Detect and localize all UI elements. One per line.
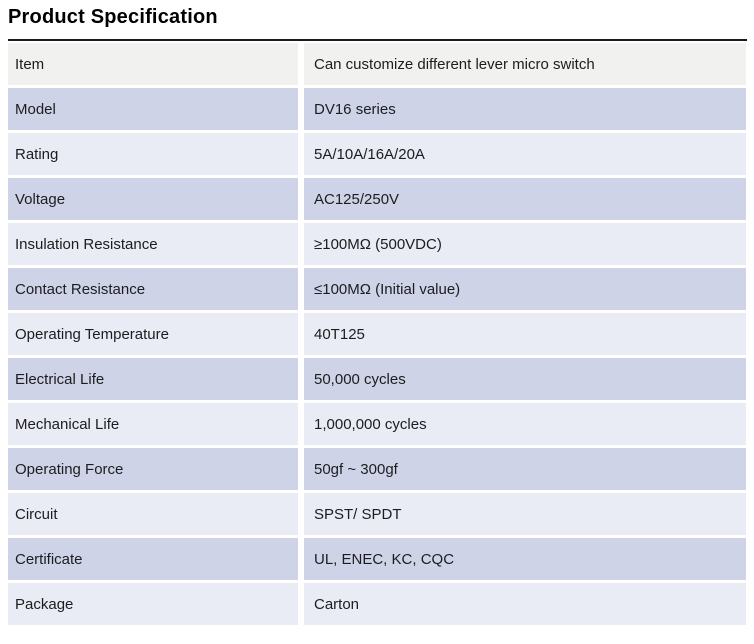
table-row: Rating 5A/10A/16A/20A	[8, 133, 746, 175]
spec-value-cell: SPST/ SPDT	[304, 493, 746, 535]
spec-label-cell: Operating Temperature	[8, 313, 298, 355]
spec-label-cell: Certificate	[8, 538, 298, 580]
spec-table: Item Can customize different lever micro…	[8, 43, 746, 625]
spec-label-cell: Insulation Resistance	[8, 223, 298, 265]
table-row: Insulation Resistance ≥100MΩ (500VDC)	[8, 223, 746, 265]
table-row: Package Carton	[8, 583, 746, 625]
spec-value-cell: Can customize different lever micro swit…	[304, 43, 746, 85]
spec-value-cell: ≤100MΩ (Initial value)	[304, 268, 746, 310]
spec-value-cell: Carton	[304, 583, 746, 625]
table-row: Contact Resistance ≤100MΩ (Initial value…	[8, 268, 746, 310]
spec-value-cell: UL, ENEC, KC, CQC	[304, 538, 746, 580]
spec-label-cell: Package	[8, 583, 298, 625]
title-divider	[8, 39, 747, 41]
spec-label-cell: Item	[8, 43, 298, 85]
table-row: Operating Force 50gf ~ 300gf	[8, 448, 746, 490]
spec-label-cell: Model	[8, 88, 298, 130]
spec-value-cell: 1,000,000 cycles	[304, 403, 746, 445]
spec-label-cell: Circuit	[8, 493, 298, 535]
table-row: Certificate UL, ENEC, KC, CQC	[8, 538, 746, 580]
table-row: Model DV16 series	[8, 88, 746, 130]
spec-value-cell: 50,000 cycles	[304, 358, 746, 400]
spec-value-cell: 50gf ~ 300gf	[304, 448, 746, 490]
spec-label-cell: Rating	[8, 133, 298, 175]
spec-label-cell: Voltage	[8, 178, 298, 220]
table-row: Item Can customize different lever micro…	[8, 43, 746, 85]
spec-label-cell: Operating Force	[8, 448, 298, 490]
table-row: Circuit SPST/ SPDT	[8, 493, 746, 535]
table-row: Voltage AC125/250V	[8, 178, 746, 220]
spec-label-cell: Contact Resistance	[8, 268, 298, 310]
table-row: Mechanical Life 1,000,000 cycles	[8, 403, 746, 445]
spec-value-cell: ≥100MΩ (500VDC)	[304, 223, 746, 265]
spec-value-cell: 5A/10A/16A/20A	[304, 133, 746, 175]
spec-value-cell: AC125/250V	[304, 178, 746, 220]
table-row: Electrical Life 50,000 cycles	[8, 358, 746, 400]
spec-label-cell: Mechanical Life	[8, 403, 298, 445]
page-title: Product Specification	[8, 6, 218, 28]
spec-value-cell: DV16 series	[304, 88, 746, 130]
spec-value-cell: 40T125	[304, 313, 746, 355]
spec-label-cell: Electrical Life	[8, 358, 298, 400]
table-row: Operating Temperature 40T125	[8, 313, 746, 355]
